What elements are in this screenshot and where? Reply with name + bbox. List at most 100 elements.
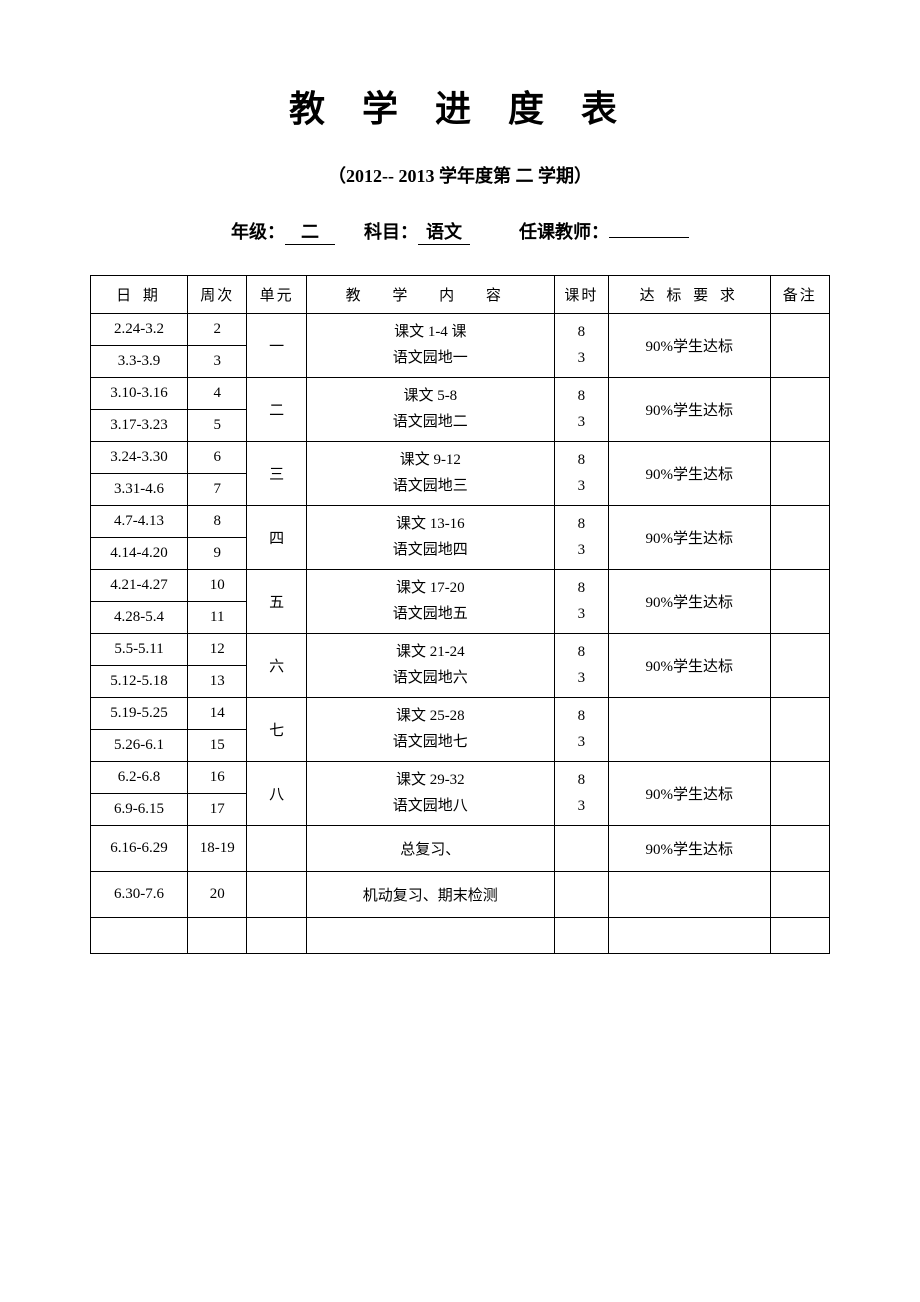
cell-date: 3.24-3.30 <box>91 442 188 474</box>
cell-content: 课文 17-20语文园地五 <box>306 570 554 634</box>
cell-content: 课文 1-4 课语文园地一 <box>306 314 554 378</box>
teacher-value <box>609 237 689 238</box>
cell-hours: 83 <box>554 378 608 442</box>
cell-unit: 六 <box>247 634 306 698</box>
teacher-label: 任课教师： <box>519 218 609 244</box>
cell-unit <box>247 918 306 954</box>
cell-date: 6.2-6.8 <box>91 762 188 794</box>
cell-content: 总复习、 <box>306 826 554 872</box>
cell-week: 18-19 <box>188 826 247 872</box>
cell-date: 2.24-3.2 <box>91 314 188 346</box>
table-row: 3.24-3.30 6 三 课文 9-12语文园地三 83 90%学生达标 <box>91 442 830 474</box>
cell-requirement <box>608 918 770 954</box>
cell-date: 6.30-7.6 <box>91 872 188 918</box>
cell-week: 20 <box>188 872 247 918</box>
cell-note <box>770 762 829 826</box>
cell-week: 11 <box>188 602 247 634</box>
cell-content: 课文 13-16语文园地四 <box>306 506 554 570</box>
cell-unit: 三 <box>247 442 306 506</box>
header-note: 备注 <box>770 276 829 314</box>
info-line: 年级：二 科目：语文 任课教师： <box>90 218 830 245</box>
cell-date: 3.31-4.6 <box>91 474 188 506</box>
cell-requirement: 90%学生达标 <box>608 506 770 570</box>
cell-hours <box>554 826 608 872</box>
subtitle-year: 2012-- 2013 <box>346 166 435 186</box>
cell-hours: 83 <box>554 570 608 634</box>
cell-date: 4.14-4.20 <box>91 538 188 570</box>
header-week: 周次 <box>188 276 247 314</box>
page-title: 教 学 进 度 表 <box>90 80 830 132</box>
cell-unit: 八 <box>247 762 306 826</box>
table-row: 4.21-4.27 10 五 课文 17-20语文园地五 83 90%学生达标 <box>91 570 830 602</box>
cell-hours: 83 <box>554 634 608 698</box>
cell-week: 5 <box>188 410 247 442</box>
cell-requirement: 90%学生达标 <box>608 314 770 378</box>
cell-content: 课文 9-12语文园地三 <box>306 442 554 506</box>
header-requirement: 达 标 要 求 <box>608 276 770 314</box>
cell-requirement <box>608 698 770 762</box>
cell-week: 14 <box>188 698 247 730</box>
cell-unit <box>247 872 306 918</box>
cell-hours: 83 <box>554 762 608 826</box>
cell-date: 3.17-3.23 <box>91 410 188 442</box>
subtitle-prefix: （ <box>328 166 346 186</box>
cell-date: 4.28-5.4 <box>91 602 188 634</box>
cell-week: 4 <box>188 378 247 410</box>
cell-note <box>770 826 829 872</box>
subject-label: 科目： <box>364 218 418 244</box>
grade-value: 二 <box>285 218 335 245</box>
cell-requirement: 90%学生达标 <box>608 634 770 698</box>
header-content: 教 学 内 容 <box>306 276 554 314</box>
cell-date: 6.16-6.29 <box>91 826 188 872</box>
cell-week: 16 <box>188 762 247 794</box>
cell-date: 5.5-5.11 <box>91 634 188 666</box>
cell-date: 5.12-5.18 <box>91 666 188 698</box>
cell-date: 5.26-6.1 <box>91 730 188 762</box>
cell-hours: 83 <box>554 442 608 506</box>
cell-requirement: 90%学生达标 <box>608 378 770 442</box>
cell-week: 12 <box>188 634 247 666</box>
cell-note <box>770 918 829 954</box>
cell-week <box>188 918 247 954</box>
cell-unit: 七 <box>247 698 306 762</box>
subject-value: 语文 <box>418 218 470 245</box>
cell-content <box>306 918 554 954</box>
cell-content: 课文 5-8语文园地二 <box>306 378 554 442</box>
table-row: 2.24-3.2 2 一 课文 1-4 课语文园地一 83 90%学生达标 <box>91 314 830 346</box>
cell-date: 6.9-6.15 <box>91 794 188 826</box>
cell-note <box>770 570 829 634</box>
table-row: 4.7-4.13 8 四 课文 13-16语文园地四 83 90%学生达标 <box>91 506 830 538</box>
cell-requirement: 90%学生达标 <box>608 762 770 826</box>
table-row: 6.16-6.29 18-19 总复习、 90%学生达标 <box>91 826 830 872</box>
cell-note <box>770 506 829 570</box>
cell-hours: 83 <box>554 506 608 570</box>
cell-date: 3.3-3.9 <box>91 346 188 378</box>
cell-unit <box>247 826 306 872</box>
cell-note <box>770 698 829 762</box>
table-row: 3.10-3.16 4 二 课文 5-8语文园地二 83 90%学生达标 <box>91 378 830 410</box>
cell-date: 4.7-4.13 <box>91 506 188 538</box>
cell-requirement: 90%学生达标 <box>608 826 770 872</box>
table-row-empty <box>91 918 830 954</box>
header-unit: 单元 <box>247 276 306 314</box>
cell-week: 8 <box>188 506 247 538</box>
cell-date: 4.21-4.27 <box>91 570 188 602</box>
subtitle: （2012-- 2013 学年度第 二 学期） <box>90 162 830 188</box>
cell-date <box>91 918 188 954</box>
table-row: 6.2-6.8 16 八 课文 29-32语文园地八 83 90%学生达标 <box>91 762 830 794</box>
header-hours: 课时 <box>554 276 608 314</box>
cell-requirement <box>608 872 770 918</box>
cell-date: 5.19-5.25 <box>91 698 188 730</box>
cell-hours <box>554 918 608 954</box>
subtitle-term: 二 <box>516 166 534 186</box>
cell-week: 6 <box>188 442 247 474</box>
cell-content: 机动复习、期末检测 <box>306 872 554 918</box>
cell-hours: 83 <box>554 698 608 762</box>
table-row: 5.19-5.25 14 七 课文 25-28语文园地七 83 <box>91 698 830 730</box>
cell-note <box>770 378 829 442</box>
cell-note <box>770 634 829 698</box>
cell-note <box>770 872 829 918</box>
cell-date: 3.10-3.16 <box>91 378 188 410</box>
cell-unit: 一 <box>247 314 306 378</box>
cell-week: 3 <box>188 346 247 378</box>
